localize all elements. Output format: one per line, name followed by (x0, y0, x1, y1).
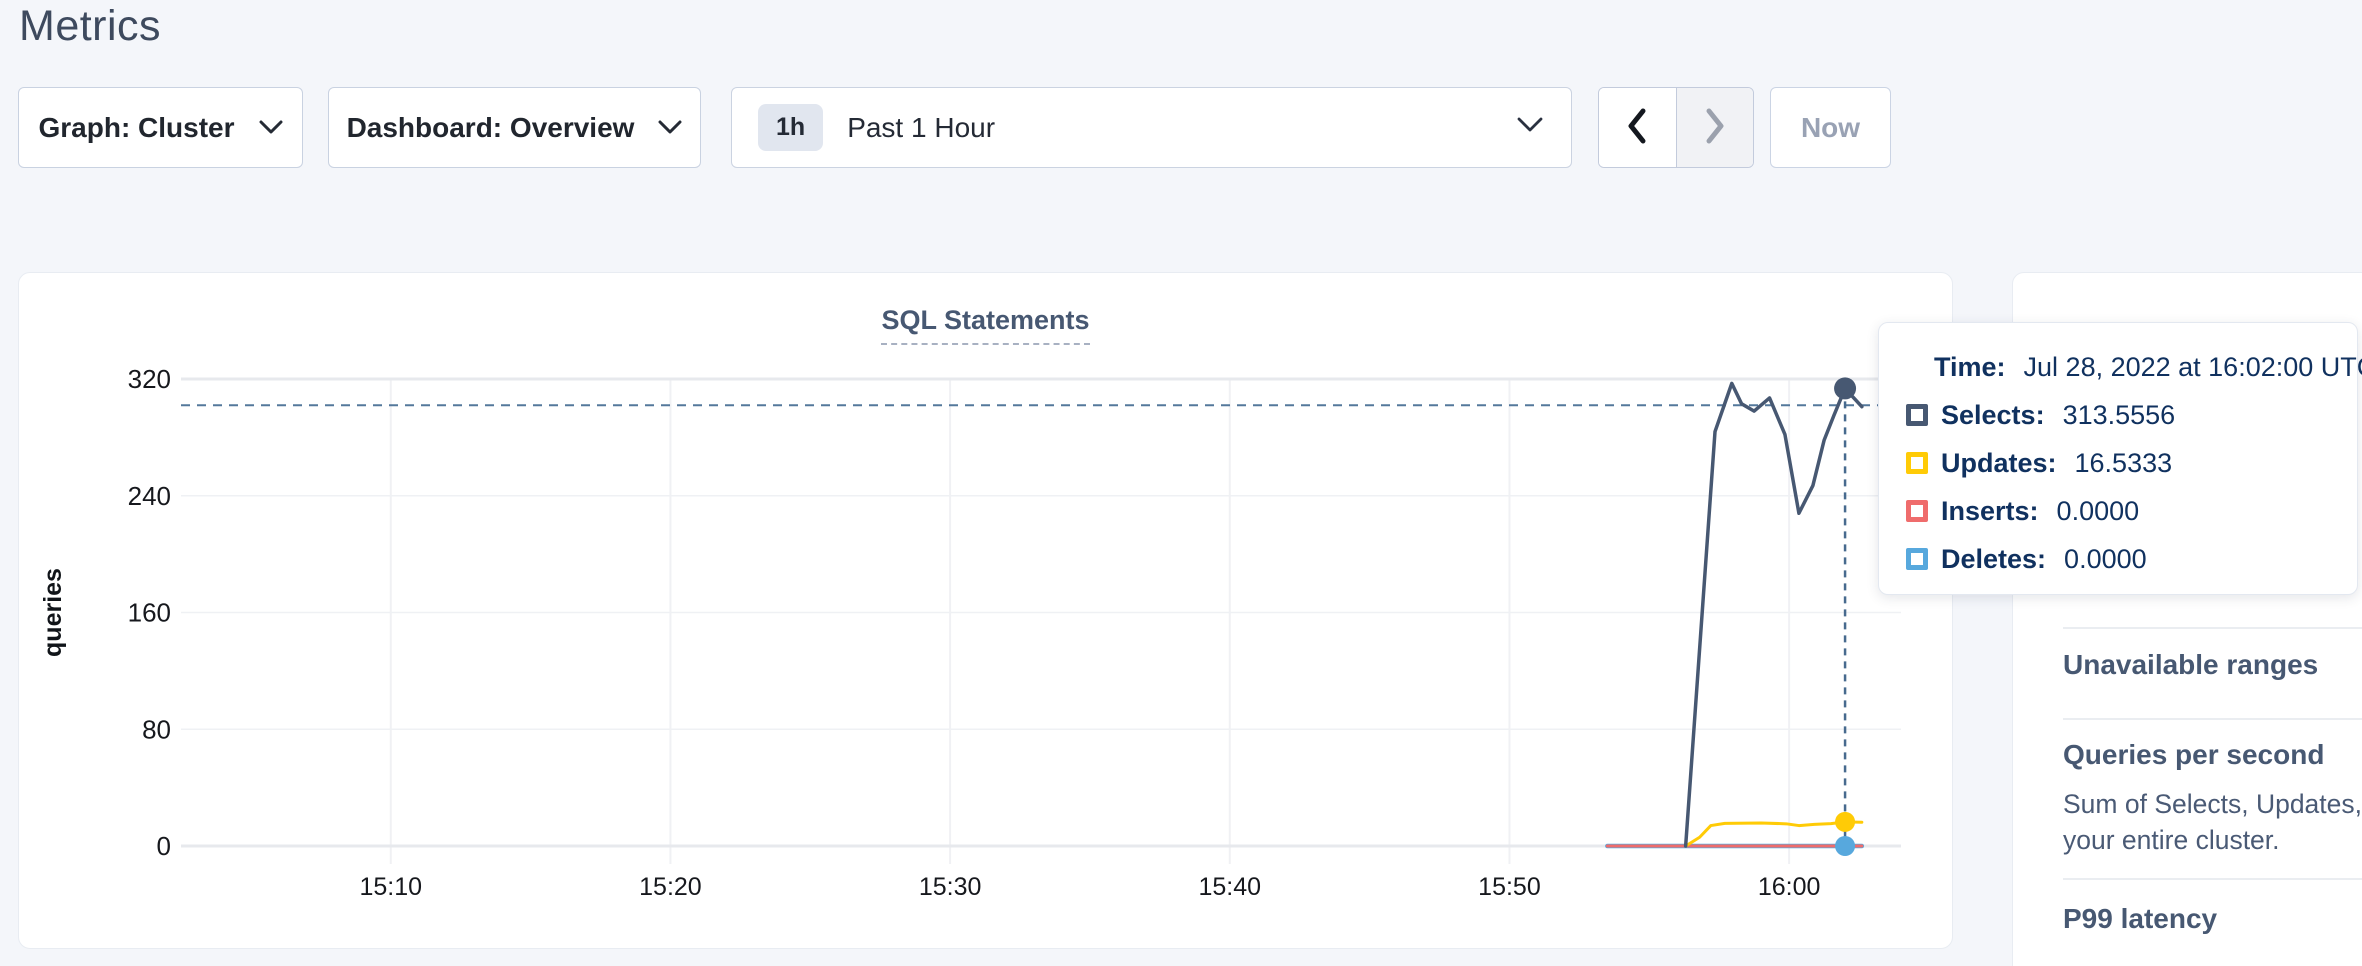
time-range-selector[interactable]: 1h Past 1 Hour (731, 87, 1572, 168)
dashboard-dropdown[interactable]: Dashboard: Overview (328, 87, 701, 168)
svg-text:160: 160 (128, 598, 171, 628)
chart-hover-tooltip: Time: Jul 28, 2022 at 16:02:00 UTC Selec… (1878, 322, 2362, 595)
sql-statements-chart[interactable]: 15:10 15:20 15:30 15:40 15:50 16:00 0 80 160 240 3… (19, 273, 1953, 949)
tooltip-row-inserts: Inserts: 0.0000 (1879, 495, 2357, 527)
chart-title[interactable]: SQL Statements (881, 305, 1090, 345)
svg-text:15:50: 15:50 (1478, 873, 1541, 901)
svg-text:15:10: 15:10 (359, 873, 422, 901)
chevron-left-icon (1624, 107, 1650, 148)
svg-text:15:40: 15:40 (1198, 873, 1261, 901)
svg-text:16:00: 16:00 (1758, 873, 1821, 901)
tooltip-time-value: Jul 28, 2022 at 16:02:00 UTC (2023, 351, 2362, 382)
deletes-series-swatch-icon (1906, 548, 1928, 570)
tooltip-updates-value: 16.5333 (2074, 447, 2173, 478)
chevron-right-icon (1702, 107, 1728, 148)
inserts-series-swatch-icon (1906, 500, 1928, 522)
tooltip-inserts-label: Inserts: (1941, 495, 2039, 526)
tooltip-time-row: Time: Jul 28, 2022 at 16:02:00 UTC (1879, 351, 2362, 383)
chevron-down-icon (658, 120, 682, 135)
tooltip-selects-value: 313.5556 (2062, 399, 2176, 430)
svg-text:240: 240 (128, 481, 171, 511)
previous-window-button[interactable] (1599, 88, 1676, 167)
chevron-down-icon (1517, 117, 1543, 138)
svg-text:320: 320 (128, 364, 171, 394)
page-title: Metrics (19, 2, 162, 50)
sidebar-divider (2063, 627, 2362, 629)
graph-scope-dropdown-label: Graph: Cluster (38, 111, 235, 143)
updates-series-swatch-icon (1906, 452, 1928, 474)
sidebar-divider (2063, 718, 2362, 720)
tooltip-inserts-value: 0.0000 (2056, 495, 2140, 526)
sidebar-desc-qps-line1: Sum of Selects, Updates, Inserts and Del… (2063, 789, 2362, 819)
graph-scope-dropdown[interactable]: Graph: Cluster (18, 87, 303, 168)
sidebar-heading-p99-latency: P99 latency (2063, 903, 2218, 934)
time-range-badge: 1h (758, 104, 824, 151)
svg-text:15:30: 15:30 (919, 873, 982, 901)
sidebar-heading-queries-per-second: Queries per second (2063, 739, 2325, 770)
next-window-button[interactable] (1675, 88, 1753, 167)
tooltip-selects-label: Selects: (1941, 399, 2045, 430)
time-range-label: Past 1 Hour (847, 111, 996, 143)
svg-text:0: 0 (157, 831, 171, 861)
tooltip-row-selects: Selects: 313.5556 (1879, 399, 2357, 431)
chevron-down-icon (259, 120, 283, 135)
svg-text:queries: queries (39, 568, 67, 657)
tooltip-row-deletes: Deletes: 0.0000 (1879, 543, 2357, 575)
tooltip-time-label: Time: (1934, 351, 2006, 382)
sidebar-heading-unavailable-ranges: Unavailable ranges (2063, 649, 2319, 680)
tooltip-deletes-label: Deletes: (1941, 543, 2047, 574)
sql-statements-panel: SQL Statements 15:10 15:20 15:30 15:40 15:50… (18, 272, 1953, 949)
selects-series-swatch-icon (1906, 404, 1928, 426)
tooltip-row-updates: Updates: 16.5333 (1879, 447, 2357, 479)
svg-text:80: 80 (142, 714, 171, 744)
time-window-pager (1598, 87, 1754, 168)
tooltip-deletes-value: 0.0000 (2064, 543, 2147, 574)
sidebar-divider (2063, 878, 2362, 880)
tooltip-updates-label: Updates: (1941, 447, 2057, 478)
dashboard-dropdown-label: Dashboard: Overview (346, 111, 635, 143)
sidebar-desc-qps-line2: your entire cluster. (2063, 825, 2280, 855)
svg-text:15:20: 15:20 (639, 873, 702, 901)
now-button[interactable]: Now (1770, 87, 1891, 168)
